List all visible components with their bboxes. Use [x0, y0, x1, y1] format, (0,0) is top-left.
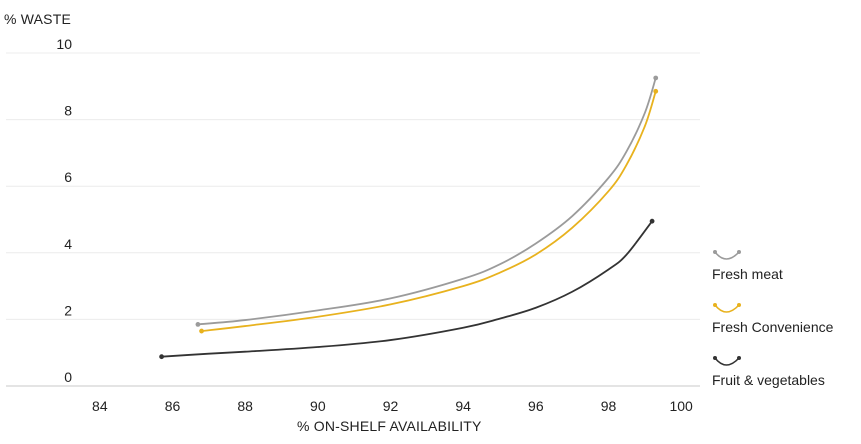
- series-line-fruit-vegetables: [160, 220, 653, 358]
- x-tick-label: 96: [528, 398, 544, 414]
- x-tick-label: 100: [669, 398, 693, 414]
- series-endpoint-fresh-meat-start: [195, 321, 201, 327]
- series-line-fresh-meat: [197, 77, 657, 326]
- legend-swatch-fresh-convenience: [713, 303, 741, 313]
- y-tick-label: 8: [64, 103, 72, 119]
- x-tick-label: 90: [310, 398, 326, 414]
- series-endpoint-fruit-vegetables-start: [159, 354, 165, 360]
- legend-swatch-fresh-meat: [713, 250, 741, 260]
- y-tick-label: 10: [56, 36, 72, 52]
- y-tick-labels: 0 2 4 6 8 10: [56, 36, 72, 385]
- series-line-fresh-convenience: [200, 90, 657, 332]
- legend-label: Fruit & vegetables: [712, 372, 825, 388]
- y-axis-label: % WASTE: [4, 11, 71, 27]
- legend-item-fruit-vegetables: Fruit & vegetables: [712, 354, 861, 394]
- x-tick-label: 86: [165, 398, 181, 414]
- series-endpoint-fresh-meat-end: [653, 75, 659, 81]
- y-tick-label: 6: [64, 169, 72, 185]
- x-axis-label: % ON-SHELF AVAILABILITY: [297, 418, 482, 434]
- legend-swatch-fruit-vegetables: [713, 356, 741, 366]
- x-tick-label: 92: [383, 398, 399, 414]
- gridlines: [6, 52, 700, 387]
- series-endpoint-fresh-convenience-start: [199, 328, 204, 334]
- legend-item-fresh-convenience: Fresh Convenience: [712, 301, 861, 341]
- legend-item-fresh-meat: Fresh meat: [712, 248, 861, 288]
- y-tick-label: 0: [64, 369, 72, 385]
- x-tick-label: 88: [237, 398, 253, 414]
- series-endpoint-fruit-vegetables-end: [649, 218, 655, 224]
- x-tick-label: 94: [455, 398, 471, 414]
- legend-label: Fresh meat: [712, 266, 783, 282]
- x-tick-labels: 84 86 88 90 92 94 96 98 100: [92, 398, 693, 414]
- series-endpoint-fresh-convenience-end: [653, 88, 659, 94]
- x-tick-label: 84: [92, 398, 108, 414]
- legend-label: Fresh Convenience: [712, 319, 834, 335]
- y-tick-label: 4: [64, 236, 72, 252]
- series-lines: [159, 75, 659, 360]
- x-tick-label: 98: [601, 398, 617, 414]
- y-tick-label: 2: [64, 302, 72, 318]
